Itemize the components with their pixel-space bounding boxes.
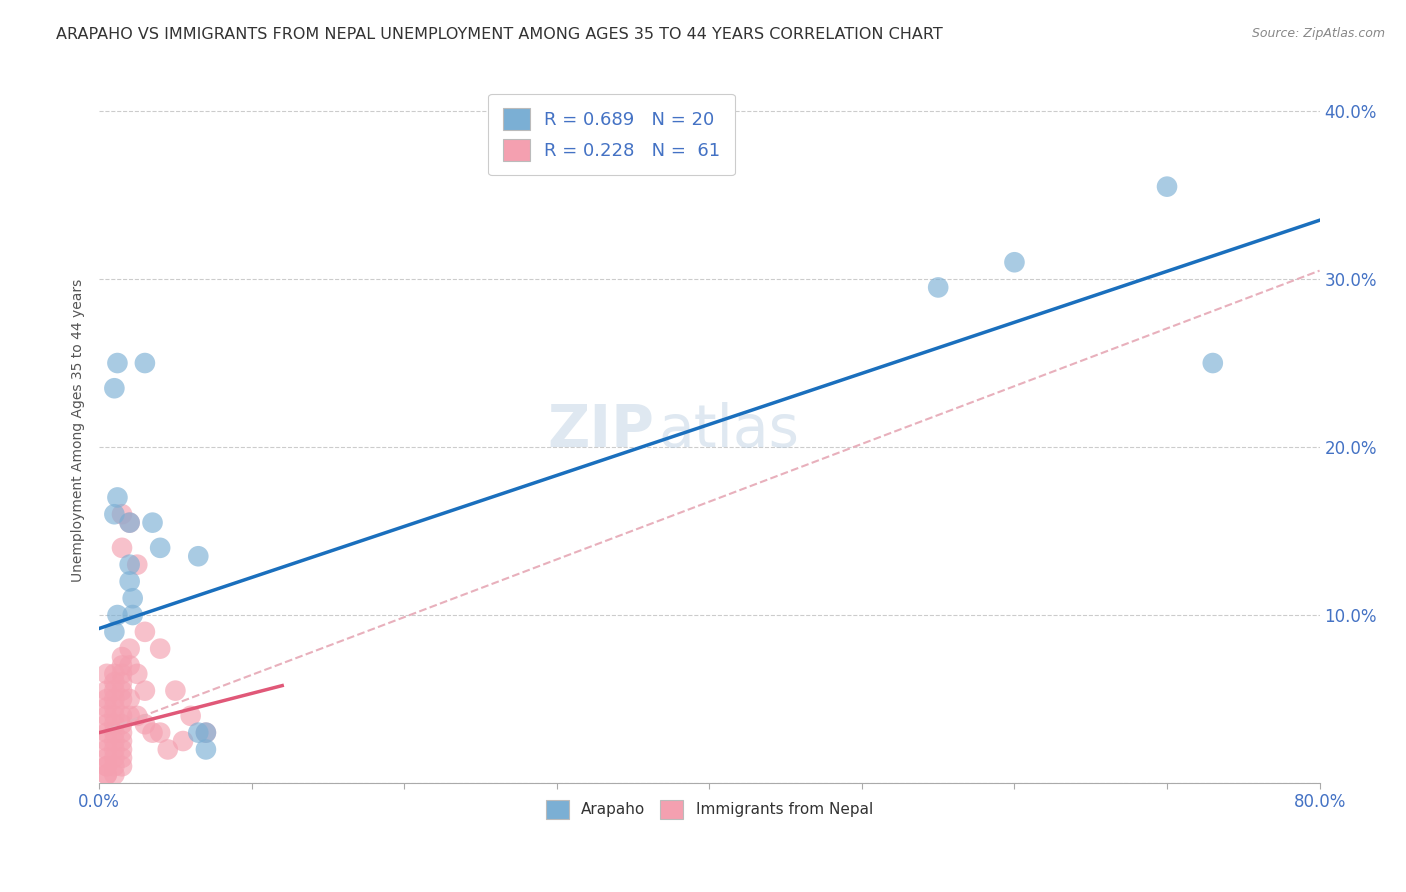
Point: [103, 751, 125, 765]
Point: [96, 767, 118, 781]
Point: [111, 508, 134, 522]
Point: [103, 700, 125, 714]
Point: [96, 700, 118, 714]
Point: [103, 767, 125, 781]
Point: [103, 759, 125, 773]
Text: Source: ZipAtlas.com: Source: ZipAtlas.com: [1251, 27, 1385, 40]
Point: [96, 734, 118, 748]
Point: [103, 734, 125, 748]
Point: [180, 709, 202, 723]
Point: [111, 725, 134, 739]
Point: [165, 683, 187, 698]
Point: [111, 742, 134, 756]
Point: [103, 683, 125, 698]
Point: [111, 709, 134, 723]
Point: [118, 709, 141, 723]
Text: ZIP: ZIP: [547, 401, 654, 458]
Point: [134, 624, 156, 639]
Point: [103, 624, 125, 639]
Point: [1004, 255, 1026, 269]
Point: [127, 709, 149, 723]
Point: [141, 725, 163, 739]
Point: [111, 692, 134, 706]
Point: [111, 666, 134, 681]
Point: [96, 767, 118, 781]
Point: [96, 692, 118, 706]
Point: [141, 516, 163, 530]
Point: [118, 692, 141, 706]
Point: [96, 725, 118, 739]
Point: [111, 650, 134, 665]
Point: [118, 516, 141, 530]
Point: [111, 683, 134, 698]
Point: [149, 541, 172, 555]
Point: [96, 759, 118, 773]
Point: [134, 356, 156, 370]
Point: [103, 381, 125, 395]
Text: atlas: atlas: [658, 401, 799, 458]
Point: [96, 683, 118, 698]
Point: [96, 709, 118, 723]
Point: [107, 356, 129, 370]
Point: [111, 675, 134, 690]
Point: [103, 742, 125, 756]
Point: [1202, 356, 1225, 370]
Point: [96, 666, 118, 681]
Point: [111, 541, 134, 555]
Y-axis label: Unemployment Among Ages 35 to 44 years: Unemployment Among Ages 35 to 44 years: [72, 278, 86, 582]
Point: [111, 658, 134, 673]
Point: [187, 549, 209, 564]
Point: [96, 742, 118, 756]
Point: [103, 717, 125, 731]
Point: [194, 725, 217, 739]
Point: [134, 683, 156, 698]
Point: [172, 734, 194, 748]
Point: [118, 641, 141, 656]
Point: [96, 759, 118, 773]
Point: [927, 280, 949, 294]
Point: [121, 591, 143, 606]
Point: [127, 666, 149, 681]
Point: [118, 658, 141, 673]
Point: [103, 666, 125, 681]
Point: [96, 717, 118, 731]
Point: [111, 717, 134, 731]
Point: [111, 734, 134, 748]
Point: [1156, 179, 1178, 194]
Point: [127, 558, 149, 572]
Point: [187, 725, 209, 739]
Point: [118, 574, 141, 589]
Point: [107, 491, 129, 505]
Point: [156, 742, 179, 756]
Point: [194, 725, 217, 739]
Point: [103, 709, 125, 723]
Text: ARAPAHO VS IMMIGRANTS FROM NEPAL UNEMPLOYMENT AMONG AGES 35 TO 44 YEARS CORRELAT: ARAPAHO VS IMMIGRANTS FROM NEPAL UNEMPLO…: [56, 27, 943, 42]
Point: [103, 725, 125, 739]
Point: [149, 641, 172, 656]
Point: [134, 717, 156, 731]
Point: [111, 751, 134, 765]
Legend: Arapaho, Immigrants from Nepal: Arapaho, Immigrants from Nepal: [540, 794, 879, 825]
Point: [111, 759, 134, 773]
Point: [103, 675, 125, 690]
Point: [96, 751, 118, 765]
Point: [118, 516, 141, 530]
Point: [194, 742, 217, 756]
Point: [107, 608, 129, 623]
Point: [149, 725, 172, 739]
Point: [121, 608, 143, 623]
Point: [118, 558, 141, 572]
Point: [103, 508, 125, 522]
Point: [103, 692, 125, 706]
